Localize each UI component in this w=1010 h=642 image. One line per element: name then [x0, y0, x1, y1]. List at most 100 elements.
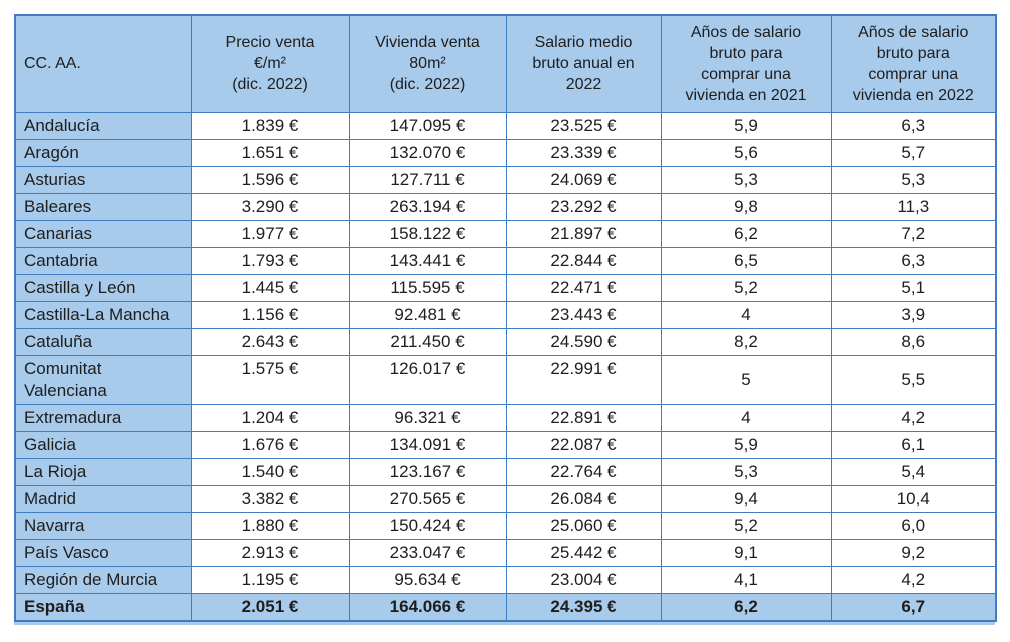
- cell-years-2022: 5,7: [830, 138, 997, 167]
- cell-price-per-m2: 1.195 €: [190, 565, 350, 594]
- cell-gross-salary: 22.087 €: [505, 430, 662, 459]
- header-cell-region: CC. AA.: [14, 14, 192, 113]
- cell-price-per-m2: 1.445 €: [190, 273, 350, 302]
- cell-years-2022: 3,9: [830, 300, 997, 329]
- cell-gross-salary: 21.897 €: [505, 219, 662, 248]
- cell-price-per-m2: 1.839 €: [190, 111, 350, 140]
- table-row: Madrid 3.382 €270.565 €26.084 €9,4 10,4: [14, 484, 997, 513]
- total-row: España 2.051 € 164.066 € 24.395 € 6,2 6,…: [14, 592, 997, 622]
- table-body: Andalucía 1.839 €147.095 €23.525 €5,9 6,3 A…: [14, 111, 997, 594]
- table-row: Región de Murcia 1.195 €95.634 €23.004 € 4…: [14, 565, 997, 594]
- cell-price-per-m2: 3.290 €: [190, 192, 350, 221]
- cell-years-2022: 10,4: [830, 484, 997, 513]
- cell-gross-salary: 23.292 €: [505, 192, 662, 221]
- cell-price-per-m2: 2.643 €: [190, 327, 350, 356]
- cell-years-2022: 4,2: [830, 565, 997, 594]
- total-row-label: España: [14, 592, 192, 622]
- row-header-region: Comunitat Valenciana: [14, 354, 192, 405]
- table-row: Canarias 1.977 €158.122 €21.897 €6,2 7,2: [14, 219, 997, 248]
- cell-gross-salary: 23.004 €: [505, 565, 662, 594]
- row-header-region: Asturias: [14, 165, 192, 194]
- row-header-region: Madrid: [14, 484, 192, 513]
- header-cell-years-salary-2021: Años de salario bruto para comprar una v…: [660, 14, 832, 113]
- table-row: Comunitat Valenciana 1.575 €126.017 €22.9…: [14, 354, 997, 405]
- cell-years-2022: 5,3: [830, 165, 997, 194]
- table-row: Navarra 1.880 €150.424 €25.060 €5,2 6,0: [14, 511, 997, 540]
- cell-home-price-80m2: 96.321 €: [348, 403, 507, 432]
- row-header-region: Región de Murcia: [14, 565, 192, 594]
- cell-gross-salary: 23.525 €: [505, 111, 662, 140]
- total-cell-price-per-m2: 2.051 €: [190, 592, 350, 622]
- cell-price-per-m2: 1.156 €: [190, 300, 350, 329]
- cell-gross-salary: 24.590 €: [505, 327, 662, 356]
- row-header-region: Castilla y León: [14, 273, 192, 302]
- cell-home-price-80m2: 263.194 €: [348, 192, 507, 221]
- table-bottom-accent: [14, 622, 995, 625]
- cell-home-price-80m2: 158.122 €: [348, 219, 507, 248]
- cell-gross-salary: 25.060 €: [505, 511, 662, 540]
- row-header-region: La Rioja: [14, 457, 192, 486]
- cell-gross-salary: 25.442 €: [505, 538, 662, 567]
- cell-home-price-80m2: 132.070 €: [348, 138, 507, 167]
- cell-years-2022: 5,4: [830, 457, 997, 486]
- row-header-region: País Vasco: [14, 538, 192, 567]
- row-header-region: Navarra: [14, 511, 192, 540]
- cell-years-2022: 4,2: [830, 403, 997, 432]
- cell-years-2022: 6,3: [830, 111, 997, 140]
- total-cell-gross-salary: 24.395 €: [505, 592, 662, 622]
- cell-home-price-80m2: 115.595 €: [348, 273, 507, 302]
- row-header-region: Cantabria: [14, 246, 192, 275]
- cell-years-2022: 11,3: [830, 192, 997, 221]
- cell-years-2021: 6,2: [660, 219, 832, 248]
- table-row: Galicia 1.676 €134.091 €22.087 €5,9 6,1: [14, 430, 997, 459]
- cell-gross-salary: 23.339 €: [505, 138, 662, 167]
- cell-years-2021: 4: [660, 403, 832, 432]
- cell-gross-salary: 22.844 €: [505, 246, 662, 275]
- housing-affordability-table-wrap: CC. AA. Precio venta €/m² (dic. 2022) Vi…: [14, 14, 997, 625]
- row-header-region: Galicia: [14, 430, 192, 459]
- cell-home-price-80m2: 95.634 €: [348, 565, 507, 594]
- cell-years-2022: 6,1: [830, 430, 997, 459]
- cell-home-price-80m2: 92.481 €: [348, 300, 507, 329]
- cell-years-2021: 9,4: [660, 484, 832, 513]
- cell-years-2021: 4: [660, 300, 832, 329]
- cell-years-2022: 7,2: [830, 219, 997, 248]
- row-header-region: Canarias: [14, 219, 192, 248]
- cell-price-per-m2: 1.793 €: [190, 246, 350, 275]
- cell-price-per-m2: 1.575 €: [190, 354, 350, 405]
- cell-gross-salary: 22.891 €: [505, 403, 662, 432]
- header-cell-years-salary-2022: Años de salario bruto para comprar una v…: [830, 14, 997, 113]
- table-row: Cataluña 2.643 €211.450 €24.590 €8,2 8,6: [14, 327, 997, 356]
- cell-years-2022: 6,0: [830, 511, 997, 540]
- cell-home-price-80m2: 147.095 €: [348, 111, 507, 140]
- cell-gross-salary: 22.764 €: [505, 457, 662, 486]
- cell-gross-salary: 26.084 €: [505, 484, 662, 513]
- cell-price-per-m2: 1.651 €: [190, 138, 350, 167]
- cell-years-2022: 9,2: [830, 538, 997, 567]
- cell-home-price-80m2: 126.017 €: [348, 354, 507, 405]
- row-header-region: Aragón: [14, 138, 192, 167]
- total-cell-years-2021: 6,2: [660, 592, 832, 622]
- total-cell-years-2022: 6,7: [830, 592, 997, 622]
- table-row: La Rioja 1.540 €123.167 €22.764 €5,3 5,4: [14, 457, 997, 486]
- cell-home-price-80m2: 134.091 €: [348, 430, 507, 459]
- cell-years-2021: 9,1: [660, 538, 832, 567]
- cell-years-2021: 8,2: [660, 327, 832, 356]
- cell-price-per-m2: 1.977 €: [190, 219, 350, 248]
- cell-years-2021: 5,2: [660, 511, 832, 540]
- total-cell-home-price-80m2: 164.066 €: [348, 592, 507, 622]
- cell-price-per-m2: 1.880 €: [190, 511, 350, 540]
- cell-years-2021: 9,8: [660, 192, 832, 221]
- table-row: Castilla-La Mancha 1.156 €92.481 €23.443 …: [14, 300, 997, 329]
- table-row: Castilla y León 1.445 €115.595 €22.471 €5…: [14, 273, 997, 302]
- table-footer: España 2.051 € 164.066 € 24.395 € 6,2 6,…: [14, 592, 997, 622]
- cell-price-per-m2: 1.676 €: [190, 430, 350, 459]
- row-header-region: Extremadura: [14, 403, 192, 432]
- cell-price-per-m2: 1.204 €: [190, 403, 350, 432]
- header-cell-gross-salary-2022: Salario medio bruto anual en 2022: [505, 14, 662, 113]
- cell-years-2021: 5,3: [660, 457, 832, 486]
- table-row: Andalucía 1.839 €147.095 €23.525 €5,9 6,3: [14, 111, 997, 140]
- cell-price-per-m2: 3.382 €: [190, 484, 350, 513]
- cell-years-2021: 5,3: [660, 165, 832, 194]
- cell-home-price-80m2: 150.424 €: [348, 511, 507, 540]
